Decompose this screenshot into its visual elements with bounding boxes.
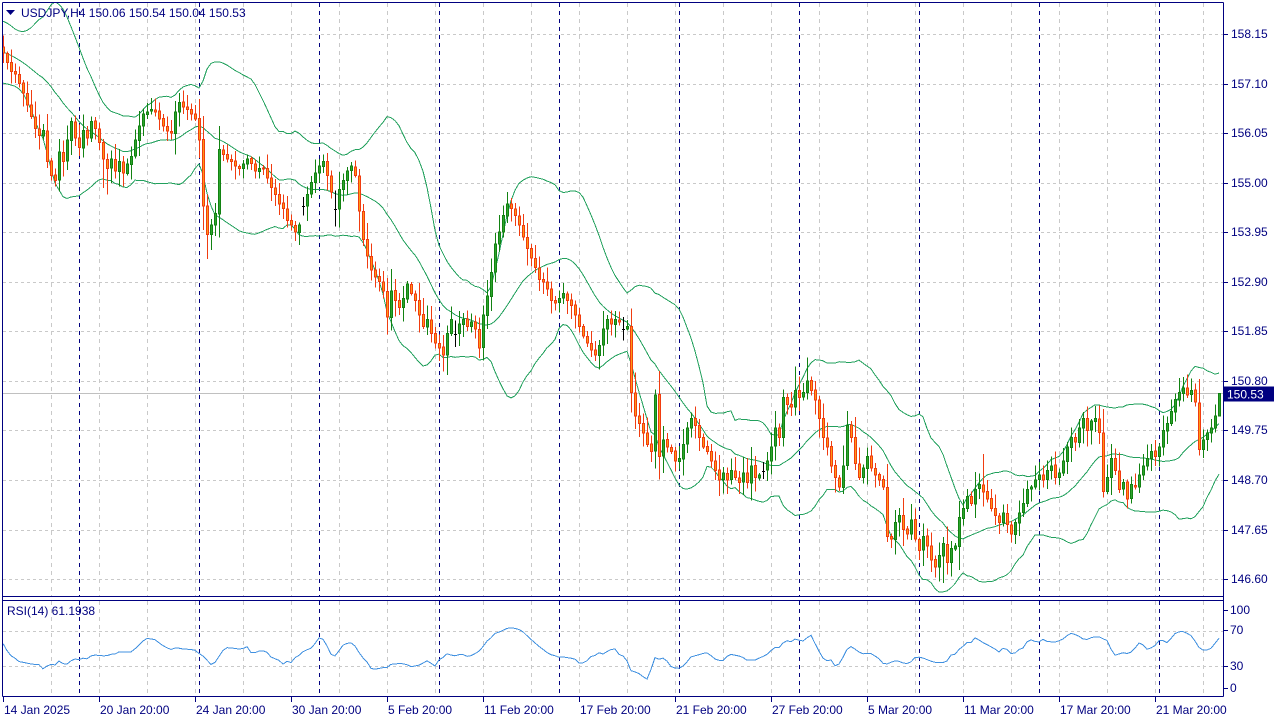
svg-text:146.60: 146.60 <box>1231 572 1268 586</box>
svg-text:5 Mar 20:00: 5 Mar 20:00 <box>868 703 932 717</box>
svg-text:14 Jan 2025: 14 Jan 2025 <box>4 703 70 717</box>
svg-text:147.65: 147.65 <box>1231 523 1268 537</box>
svg-text:155.00: 155.00 <box>1231 176 1268 190</box>
svg-text:70: 70 <box>1230 623 1244 637</box>
svg-text:151.85: 151.85 <box>1231 324 1268 338</box>
svg-text:5 Feb 20:00: 5 Feb 20:00 <box>388 703 452 717</box>
svg-text:USDJPY,H4 150.06 150.54 150.0: USDJPY,H4 150.06 150.54 150.04 150.53 <box>21 6 246 20</box>
svg-text:156.05: 156.05 <box>1231 126 1268 140</box>
svg-text:17 Mar 20:00: 17 Mar 20:00 <box>1060 703 1131 717</box>
svg-text:0: 0 <box>1230 681 1237 695</box>
svg-text:150.53: 150.53 <box>1227 388 1264 402</box>
svg-text:157.10: 157.10 <box>1231 77 1268 91</box>
svg-text:158.15: 158.15 <box>1231 27 1268 41</box>
svg-text:17 Feb 20:00: 17 Feb 20:00 <box>580 703 651 717</box>
svg-text:149.75: 149.75 <box>1231 423 1268 437</box>
svg-text:24 Jan 20:00: 24 Jan 20:00 <box>196 703 266 717</box>
svg-text:30: 30 <box>1230 659 1244 673</box>
svg-text:153.95: 153.95 <box>1231 225 1268 239</box>
svg-text:20 Jan 20:00: 20 Jan 20:00 <box>100 703 170 717</box>
svg-text:152.90: 152.90 <box>1231 275 1268 289</box>
svg-text:21 Mar 20:00: 21 Mar 20:00 <box>1156 703 1227 717</box>
svg-text:21 Feb 20:00: 21 Feb 20:00 <box>676 703 747 717</box>
svg-text:11 Feb 20:00: 11 Feb 20:00 <box>484 703 554 717</box>
svg-text:11 Mar 20:00: 11 Mar 20:00 <box>964 703 1034 717</box>
svg-text:148.70: 148.70 <box>1231 473 1268 487</box>
svg-text:27 Feb 20:00: 27 Feb 20:00 <box>772 703 843 717</box>
svg-text:100: 100 <box>1230 603 1250 617</box>
svg-text:150.80: 150.80 <box>1231 374 1268 388</box>
svg-text:30 Jan 20:00: 30 Jan 20:00 <box>292 703 362 717</box>
svg-text:RSI(14) 61.1938: RSI(14) 61.1938 <box>7 604 95 618</box>
